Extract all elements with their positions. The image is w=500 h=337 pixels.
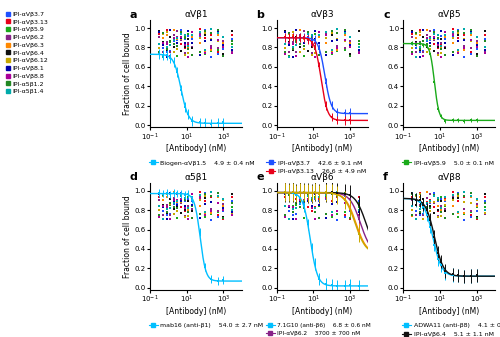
Text: a: a [130, 9, 138, 20]
X-axis label: [Antibody] (nM): [Antibody] (nM) [292, 307, 352, 316]
Text: f: f [383, 172, 388, 182]
Title: αVβ1: αVβ1 [184, 10, 208, 20]
X-axis label: [Antibody] (nM): [Antibody] (nM) [166, 307, 226, 316]
Legend: mab16 (anti-β1)    54.0 ± 2.7 nM: mab16 (anti-β1) 54.0 ± 2.7 nM [148, 323, 264, 328]
X-axis label: [Antibody] (nM): [Antibody] (nM) [419, 144, 479, 153]
Title: αVβ5: αVβ5 [438, 10, 461, 20]
Title: αVβ3: αVβ3 [310, 10, 334, 20]
Text: b: b [256, 9, 264, 20]
Title: α5β1: α5β1 [184, 173, 208, 182]
Legend: 7.1G10 (anti-β6)    6.8 ± 0.6 nM, IPI-αVβ6.2    3700 ± 700 nM, IPI-αVβ6.3    210: 7.1G10 (anti-β6) 6.8 ± 0.6 nM, IPI-αVβ6.… [266, 323, 370, 337]
Legend: Biogen-αVβ1.5    4.9 ± 0.4 nM: Biogen-αVβ1.5 4.9 ± 0.4 nM [148, 160, 255, 166]
X-axis label: [Antibody] (nM): [Antibody] (nM) [292, 144, 352, 153]
Legend: ADWA11 (anti-β8)    4.1 ± 0.9 nM, IPI-αVβ6.4    5.1 ± 1.1 nM: ADWA11 (anti-β8) 4.1 ± 0.9 nM, IPI-αVβ6.… [402, 323, 500, 337]
Text: e: e [256, 172, 264, 182]
Legend: IPI-αVβ3.7    42.6 ± 9.1 nM, IPI-αVβ3.13    26.6 ± 4.9 nM: IPI-αVβ3.7 42.6 ± 9.1 nM, IPI-αVβ3.13 26… [266, 160, 366, 174]
Legend: IPI-αVβ5.9    5.0 ± 0.1 nM: IPI-αVβ5.9 5.0 ± 0.1 nM [402, 160, 494, 166]
Text: d: d [130, 172, 138, 182]
Text: c: c [383, 9, 390, 20]
X-axis label: [Antibody] (nM): [Antibody] (nM) [419, 307, 479, 316]
Legend: IPI-αVβ3.7, IPI-αVβ3.13, IPI-αVβ5.9, IPI-αVβ6.2, IPI-αVβ6.3, IPI-αVβ6.4, IPI-αVβ: IPI-αVβ3.7, IPI-αVβ3.13, IPI-αVβ5.9, IPI… [6, 11, 48, 94]
Title: αVβ6: αVβ6 [310, 173, 334, 182]
Y-axis label: Fraction of cell bound: Fraction of cell bound [123, 195, 132, 278]
Title: αVβ8: αVβ8 [438, 173, 461, 182]
X-axis label: [Antibody] (nM): [Antibody] (nM) [166, 144, 226, 153]
Y-axis label: Fraction of cell bound: Fraction of cell bound [123, 32, 132, 115]
